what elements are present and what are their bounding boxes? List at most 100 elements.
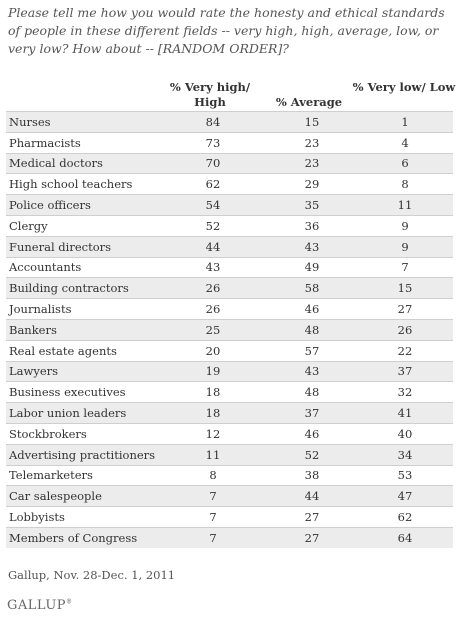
table-row: Building contractors 26 58 15 [6, 277, 453, 299]
value-very-low-low: 15 [357, 277, 453, 299]
row-label: Car salespeople [6, 485, 159, 507]
table-row: Real estate agents 20 57 22 [6, 339, 453, 362]
table-row: Members of Congress 7 27 64 [6, 526, 453, 548]
value-very-high-high: 12 [159, 422, 267, 445]
row-label: Medical doctors [6, 152, 159, 174]
value-very-high-high: 44 [159, 235, 267, 258]
row-label: Bankers [6, 318, 159, 341]
row-label: Clergy [6, 214, 159, 237]
gallup-logo-text: GALLUP [7, 598, 67, 613]
value-very-low-low: 34 [357, 443, 453, 466]
table-row: Medical doctors 70 23 6 [6, 152, 453, 174]
table-row: Pharmacists 73 23 4 [6, 131, 453, 154]
value-average: 58 [267, 277, 357, 299]
value-very-low-low: 1 [357, 111, 453, 133]
value-very-high-high: 11 [159, 443, 267, 466]
value-very-high-high: 62 [159, 173, 267, 195]
table-row: Advertising practitioners 11 52 34 [6, 443, 453, 466]
column-header-average: % Average [275, 95, 343, 109]
value-average: 43 [267, 360, 357, 382]
value-very-low-low: 62 [357, 506, 453, 528]
row-label: Business executives [6, 381, 159, 403]
value-very-high-high: 7 [159, 485, 267, 507]
row-label: Advertising practitioners [6, 443, 159, 466]
value-average: 23 [267, 131, 357, 154]
value-very-high-high: 18 [159, 402, 267, 424]
value-very-low-low: 27 [357, 298, 453, 320]
value-very-high-high: 43 [159, 256, 267, 278]
value-average: 48 [267, 318, 357, 341]
row-label: Lawyers [6, 360, 159, 382]
table-row: Business executives 18 48 32 [6, 381, 453, 403]
value-very-low-low: 6 [357, 152, 453, 174]
value-very-high-high: 70 [159, 152, 267, 174]
value-very-high-high: 25 [159, 318, 267, 341]
column-header-very-high-high: % Very high/ High [169, 80, 251, 109]
value-very-high-high: 7 [159, 506, 267, 528]
row-label: Labor union leaders [6, 402, 159, 424]
ratings-table-body: Nurses 84 15 1 Pharmacists 73 23 4 Medical docto… [6, 111, 453, 548]
row-label: Members of Congress [6, 526, 159, 548]
ratings-table: Nurses 84 15 1 Pharmacists 73 23 4 Medical docto… [6, 111, 453, 548]
registered-mark: ® [66, 598, 73, 606]
row-label: Accountants [6, 256, 159, 278]
value-very-high-high: 52 [159, 214, 267, 237]
value-average: 49 [267, 256, 357, 278]
value-average: 44 [267, 485, 357, 507]
table-row: Funeral directors 44 43 9 [6, 235, 453, 258]
table-row: Journalists 26 46 27 [6, 298, 453, 320]
value-average: 35 [267, 194, 357, 216]
value-very-high-high: 73 [159, 131, 267, 154]
value-very-low-low: 53 [357, 464, 453, 486]
table-row: Clergy 52 36 9 [6, 214, 453, 237]
row-label: Lobbyists [6, 506, 159, 528]
table-row: Telemarketers 8 38 53 [6, 464, 453, 486]
value-very-high-high: 26 [159, 298, 267, 320]
table-row: Car salespeople 7 44 47 [6, 485, 453, 507]
value-average: 48 [267, 381, 357, 403]
row-label: Stockbrokers [6, 422, 159, 445]
value-very-low-low: 9 [357, 214, 453, 237]
row-label: Real estate agents [6, 339, 159, 362]
value-very-low-low: 41 [357, 402, 453, 424]
value-very-low-low: 22 [357, 339, 453, 362]
value-very-high-high: 19 [159, 360, 267, 382]
value-very-low-low: 32 [357, 381, 453, 403]
value-very-low-low: 11 [357, 194, 453, 216]
table-row: Lobbyists 7 27 62 [6, 506, 453, 528]
value-very-high-high: 18 [159, 381, 267, 403]
value-very-high-high: 20 [159, 339, 267, 362]
value-average: 57 [267, 339, 357, 362]
value-very-high-high: 84 [159, 111, 267, 133]
question-text: Please tell me how you would rate the ho… [8, 5, 445, 56]
value-average: 23 [267, 152, 357, 174]
value-very-high-high: 7 [159, 526, 267, 548]
column-header-very-low-low: % Very low/ Low [352, 80, 456, 94]
value-average: 27 [267, 526, 357, 548]
value-very-high-high: 8 [159, 464, 267, 486]
table-row: Police officers 54 35 11 [6, 194, 453, 216]
value-very-low-low: 9 [357, 235, 453, 258]
value-very-low-low: 40 [357, 422, 453, 445]
row-label: Journalists [6, 298, 159, 320]
value-very-low-low: 47 [357, 485, 453, 507]
value-average: 37 [267, 402, 357, 424]
row-label: Pharmacists [6, 131, 159, 154]
row-label: Building contractors [6, 277, 159, 299]
value-very-low-low: 64 [357, 526, 453, 548]
value-very-high-high: 26 [159, 277, 267, 299]
value-average: 29 [267, 173, 357, 195]
value-average: 36 [267, 214, 357, 237]
table-row: High school teachers 62 29 8 [6, 173, 453, 195]
value-very-low-low: 37 [357, 360, 453, 382]
table-row: Lawyers 19 43 37 [6, 360, 453, 382]
gallup-logo: GALLUP® [7, 598, 73, 613]
value-average: 27 [267, 506, 357, 528]
value-very-low-low: 26 [357, 318, 453, 341]
row-label: Funeral directors [6, 235, 159, 258]
value-very-low-low: 7 [357, 256, 453, 278]
value-very-low-low: 4 [357, 131, 453, 154]
table-row: Labor union leaders 18 37 41 [6, 402, 453, 424]
value-very-high-high: 54 [159, 194, 267, 216]
value-very-low-low: 8 [357, 173, 453, 195]
